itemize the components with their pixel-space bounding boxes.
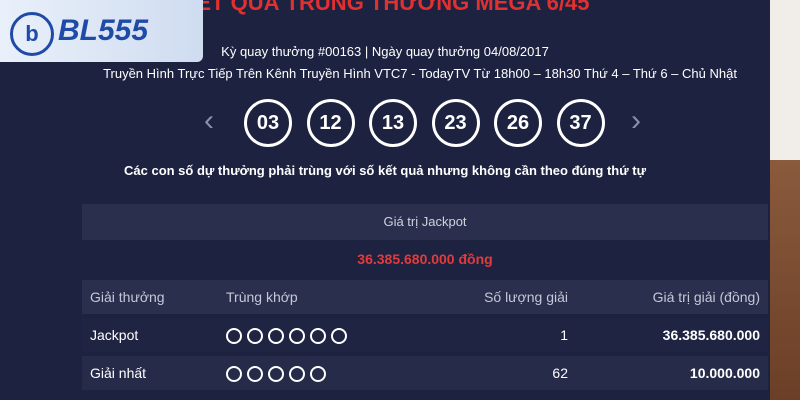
- number-ball: 37: [556, 99, 605, 147]
- prev-arrow[interactable]: ‹: [204, 104, 214, 137]
- page-title: KẾT QUẢ TRÚNG THƯỞNG MEGA 6/45: [180, 0, 590, 15]
- header-cell: Số lượng giải: [484, 289, 568, 305]
- prize-name: Giải nhất: [90, 365, 147, 381]
- prize-count: 1: [560, 327, 568, 343]
- table-row: Giải nhất 62 10.000.000: [82, 356, 768, 390]
- match-dot: [310, 366, 326, 383]
- match-dot: [310, 328, 326, 345]
- prize-value: 10.000.000: [689, 365, 760, 381]
- prize-name: Jackpot: [90, 327, 139, 343]
- number-ball: 12: [306, 99, 355, 147]
- header-cell: Trùng khớp: [226, 289, 298, 305]
- header-cell: Giải thưởng: [90, 289, 165, 305]
- match-dot: [226, 328, 242, 345]
- number-ball: 26: [494, 99, 542, 147]
- logo-text: BL555: [58, 14, 149, 47]
- match-dot: [268, 366, 284, 383]
- match-dot: [289, 328, 305, 345]
- match-dot: [226, 366, 242, 383]
- prize-value: 36.385.680.000: [662, 327, 760, 343]
- number-ball: 23: [431, 99, 480, 147]
- jackpot-label: Giá trị Jackpot: [82, 204, 768, 240]
- logo-box[interactable]: b BL555: [0, 0, 203, 62]
- match-dots: [226, 356, 331, 390]
- number-ball: 13: [369, 99, 417, 147]
- table-row: Jackpot 1 36.385.680.000: [82, 318, 768, 352]
- next-arrow[interactable]: ›: [631, 104, 641, 137]
- jackpot-value: 36.385.680.000 đồng: [357, 251, 493, 267]
- table-header: Giải thưởng Trùng khớp Số lượng giải Giá…: [82, 280, 768, 314]
- match-dot: [268, 328, 284, 345]
- match-dot: [331, 328, 347, 345]
- match-dot: [289, 366, 305, 383]
- prize-count: 62: [552, 365, 568, 381]
- number-ball: 03: [244, 99, 292, 147]
- header-cell: Giá trị giải (đồng): [652, 289, 760, 305]
- note: Các con số dự thưởng phải trùng với số k…: [124, 163, 646, 178]
- broadcast-info: Truyền Hình Trực Tiếp Trên Kênh Truyền H…: [103, 66, 737, 81]
- match-dots: [226, 318, 352, 352]
- logo-icon: b: [10, 12, 54, 56]
- side-photo: [770, 0, 800, 400]
- match-dot: [247, 328, 263, 345]
- draw-info: Kỳ quay thưởng #00163 | Ngày quay thưởng…: [221, 44, 549, 59]
- match-dot: [247, 366, 263, 383]
